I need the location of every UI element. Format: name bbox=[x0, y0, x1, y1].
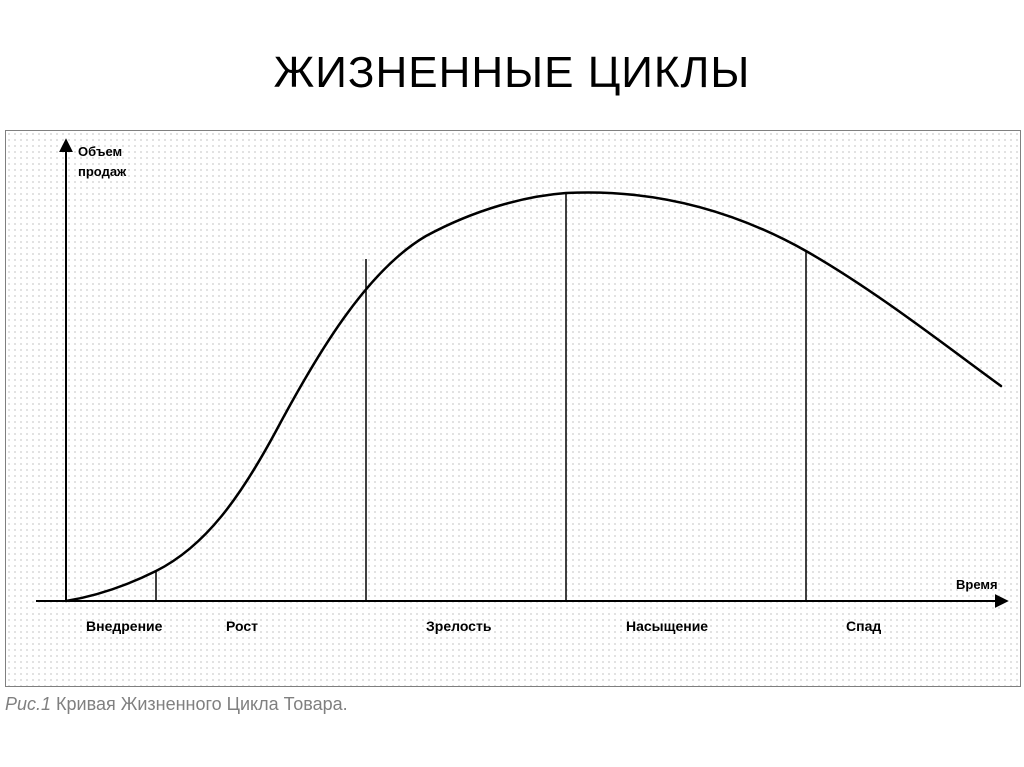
figure-caption: Рис.1 Кривая Жизненного Цикла Товара. bbox=[5, 694, 348, 715]
phase-label: Зрелость bbox=[426, 618, 492, 634]
lifecycle-chart: Объем продаж Время Внедрение Рост Зрелость Нас… bbox=[5, 130, 1021, 687]
phase-label: Насыщение bbox=[626, 618, 708, 634]
page-title: ЖИЗНЕННЫЕ ЦИКЛЫ bbox=[0, 48, 1024, 98]
x-axis-label: Время bbox=[956, 577, 998, 592]
y-axis-label-2: продаж bbox=[78, 164, 127, 179]
caption-text: Кривая Жизненного Цикла Товара. bbox=[56, 694, 348, 714]
phase-label: Внедрение bbox=[86, 618, 163, 634]
lifecycle-curve bbox=[66, 192, 1001, 601]
phase-label: Спад bbox=[846, 618, 881, 634]
caption-prefix: Рис.1 bbox=[5, 694, 51, 714]
y-axis-label-1: Объем bbox=[78, 144, 122, 159]
phase-label: Рост bbox=[226, 618, 258, 634]
